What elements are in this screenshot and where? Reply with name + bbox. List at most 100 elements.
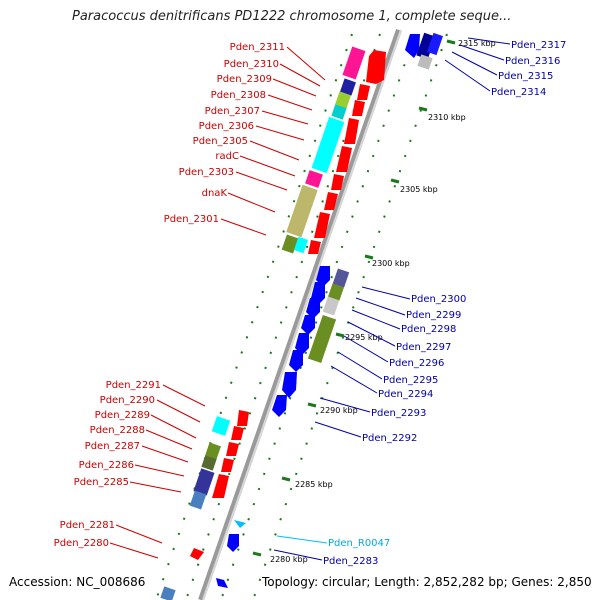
gene-label[interactable]: radC — [215, 151, 239, 162]
gene-label[interactable]: Pden_2296 — [389, 358, 444, 369]
feature-forward[interactable] — [366, 50, 386, 84]
feature-reverse[interactable] — [282, 372, 297, 398]
gene-label[interactable]: Pden_2291 — [106, 380, 161, 391]
feature-reverse[interactable] — [295, 333, 309, 355]
gene-label[interactable]: Pden_2283 — [323, 556, 378, 567]
feature-block[interactable] — [211, 416, 231, 436]
gene-label[interactable]: Pden_2298 — [401, 324, 456, 335]
feature-block[interactable] — [417, 54, 433, 70]
gene-label[interactable]: Pden_2314 — [491, 87, 546, 98]
gene-label[interactable]: Pden_2290 — [100, 395, 155, 406]
feature-forward[interactable] — [190, 548, 204, 560]
gene-label[interactable]: Pden_R0047 — [328, 538, 390, 549]
feature-block[interactable] — [201, 455, 217, 471]
gene-label[interactable]: Pden_2310 — [224, 59, 279, 70]
gene-label[interactable]: Pden_2281 — [60, 520, 115, 531]
feature-block[interactable] — [335, 91, 351, 109]
feature-reverse[interactable] — [289, 350, 303, 372]
feature-block[interactable] — [331, 104, 347, 120]
feature-reverse[interactable] — [301, 315, 315, 335]
feature-block[interactable] — [305, 170, 323, 188]
feature-reverse[interactable] — [272, 395, 287, 417]
right-leader-line — [273, 549, 323, 561]
gene-label[interactable]: Pden_2317 — [511, 40, 566, 51]
feature-rna[interactable] — [234, 520, 246, 528]
gene-label[interactable]: Pden_2299 — [406, 310, 461, 321]
feature-block[interactable] — [427, 32, 443, 56]
feature-reverse[interactable] — [405, 34, 420, 58]
feature-block[interactable] — [193, 468, 215, 496]
gene-label[interactable]: Pden_2297 — [396, 342, 451, 353]
kbp-ticks — [252, 39, 456, 557]
gene-label[interactable]: Pden_2308 — [211, 90, 266, 101]
feature-forward[interactable] — [226, 442, 239, 456]
feature-forward[interactable] — [331, 174, 344, 190]
chromosome-backbone — [198, 29, 402, 600]
feature-block[interactable] — [328, 283, 344, 301]
feature-block[interactable] — [286, 184, 318, 238]
gene-label[interactable]: Pden_2309 — [217, 74, 272, 85]
gene-label[interactable]: Pden_2316 — [505, 56, 560, 67]
gene-label[interactable]: Pden_2292 — [362, 433, 417, 444]
feature-forward[interactable] — [308, 240, 321, 254]
tick-labels: 2315 kbp 2310 kbp 2305 kbp 2300 kbp 2295… — [270, 39, 496, 564]
forward-strand-features — [189, 46, 386, 560]
gene-label[interactable]: Pden_2303 — [179, 167, 234, 178]
feature-block[interactable] — [205, 442, 221, 460]
feature-block[interactable] — [160, 586, 176, 600]
accession-text: Accession: NC_008686 — [9, 575, 146, 589]
feature-forward[interactable] — [212, 474, 229, 498]
feature-reverse[interactable] — [227, 534, 239, 552]
gene-label[interactable]: Pden_2301 — [164, 214, 219, 225]
gene-label[interactable]: Pden_2305 — [193, 136, 248, 147]
feature-reverse[interactable] — [306, 298, 320, 319]
tick-label: 2315 kbp — [458, 39, 496, 48]
gene-label[interactable]: Pden_2288 — [90, 425, 145, 436]
feature-forward[interactable] — [237, 410, 249, 426]
feature-block[interactable] — [322, 296, 340, 316]
feature-forward[interactable] — [221, 458, 234, 472]
gene-label[interactable]: Pden_2293 — [371, 408, 426, 419]
inner-right-track — [220, 33, 416, 600]
gene-label[interactable]: Pden_2300 — [411, 294, 466, 305]
feature-block[interactable] — [416, 32, 436, 60]
tick-label: 2290 kbp — [320, 406, 358, 415]
feature-reverse[interactable] — [316, 266, 330, 287]
map-title: Paracoccus denitrificans PD1222 chromoso… — [72, 9, 512, 24]
gene-label[interactable]: Pden_2287 — [85, 441, 140, 452]
feature-block[interactable] — [332, 268, 350, 288]
feature-forward[interactable] — [314, 212, 330, 238]
tick-label: 2280 kbp — [270, 555, 308, 564]
right-leader-lines — [314, 37, 511, 438]
feature-forward[interactable] — [336, 146, 352, 172]
tick-label: 2295 kbp — [345, 333, 383, 342]
gene-label[interactable]: Pden_2311 — [230, 42, 285, 53]
gene-label[interactable]: Pden_2315 — [498, 71, 553, 82]
gene-label[interactable]: Pden_2289 — [95, 410, 150, 421]
gene-label[interactable]: Pden_2307 — [205, 106, 260, 117]
feature-block[interactable] — [293, 236, 309, 254]
feature-block[interactable] — [189, 490, 207, 510]
feature-forward[interactable] — [357, 84, 370, 100]
feature-block[interactable] — [340, 78, 356, 96]
gene-label[interactable]: Pden_2285 — [74, 477, 129, 488]
genome-summary-text: Topology: circular; Length: 2,852,282 bp… — [262, 575, 592, 589]
feature-reverse[interactable] — [216, 578, 228, 588]
feature-block[interactable] — [307, 314, 337, 364]
rna-leader-line — [276, 535, 328, 544]
feature-block[interactable] — [311, 116, 345, 174]
gene-label[interactable]: Pden_2294 — [378, 389, 433, 400]
tick-label: 2285 kbp — [295, 480, 333, 489]
feature-block[interactable] — [281, 234, 299, 254]
feature-forward[interactable] — [352, 100, 365, 116]
gene-label[interactable]: Pden_2280 — [54, 538, 109, 549]
feature-forward[interactable] — [324, 192, 338, 210]
gene-label[interactable]: Pden_2286 — [79, 460, 134, 471]
feature-forward[interactable] — [344, 118, 359, 144]
feature-forward[interactable] — [231, 426, 244, 440]
gene-label[interactable]: dnaK — [202, 188, 228, 199]
gene-label[interactable]: Pden_2295 — [383, 375, 438, 386]
gene-label[interactable]: Pden_2306 — [199, 121, 254, 132]
feature-block[interactable] — [342, 46, 366, 80]
